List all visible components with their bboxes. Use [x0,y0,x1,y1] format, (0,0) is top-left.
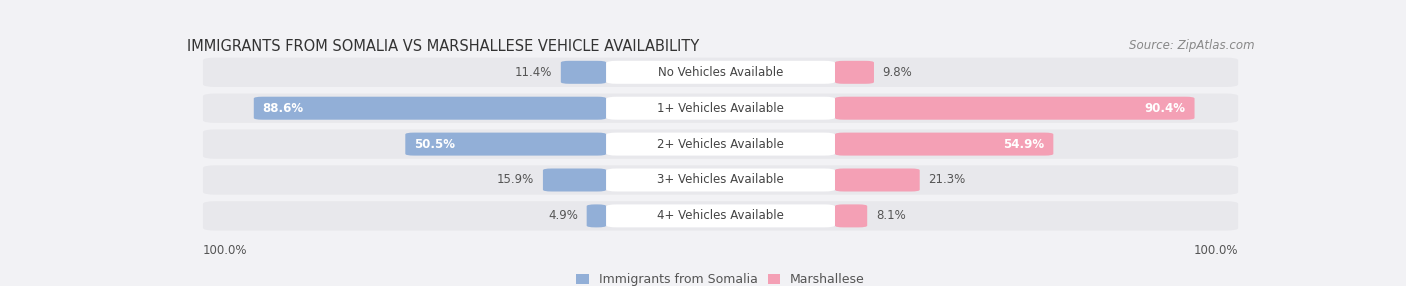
Text: Source: ZipAtlas.com: Source: ZipAtlas.com [1129,39,1254,52]
Text: 21.3%: 21.3% [928,174,966,186]
FancyBboxPatch shape [606,97,835,120]
FancyBboxPatch shape [202,94,1239,123]
Text: 50.5%: 50.5% [413,138,456,151]
FancyBboxPatch shape [202,201,1239,231]
Text: 100.0%: 100.0% [202,244,247,257]
FancyBboxPatch shape [835,133,1053,156]
FancyBboxPatch shape [253,97,606,120]
Text: 2+ Vehicles Available: 2+ Vehicles Available [657,138,785,151]
Legend: Immigrants from Somalia, Marshallese: Immigrants from Somalia, Marshallese [576,273,865,286]
FancyBboxPatch shape [561,61,606,84]
Text: 8.1%: 8.1% [876,209,905,223]
Text: 3+ Vehicles Available: 3+ Vehicles Available [657,174,785,186]
FancyBboxPatch shape [543,168,606,192]
Text: 15.9%: 15.9% [496,174,534,186]
Text: 88.6%: 88.6% [263,102,304,115]
Text: 11.4%: 11.4% [515,66,553,79]
FancyBboxPatch shape [606,168,835,192]
Text: 54.9%: 54.9% [1004,138,1045,151]
FancyBboxPatch shape [606,61,835,84]
Text: IMMIGRANTS FROM SOMALIA VS MARSHALLESE VEHICLE AVAILABILITY: IMMIGRANTS FROM SOMALIA VS MARSHALLESE V… [187,39,699,54]
FancyBboxPatch shape [202,57,1239,87]
FancyBboxPatch shape [586,204,606,227]
Text: 4.9%: 4.9% [548,209,578,223]
FancyBboxPatch shape [835,204,868,227]
FancyBboxPatch shape [405,133,606,156]
Text: 4+ Vehicles Available: 4+ Vehicles Available [657,209,785,223]
Text: 1+ Vehicles Available: 1+ Vehicles Available [657,102,785,115]
FancyBboxPatch shape [202,165,1239,195]
FancyBboxPatch shape [835,168,920,192]
FancyBboxPatch shape [835,61,875,84]
Text: 90.4%: 90.4% [1144,102,1185,115]
Text: 100.0%: 100.0% [1194,244,1239,257]
FancyBboxPatch shape [606,204,835,227]
Text: 9.8%: 9.8% [883,66,912,79]
Text: No Vehicles Available: No Vehicles Available [658,66,783,79]
FancyBboxPatch shape [835,97,1195,120]
FancyBboxPatch shape [202,129,1239,159]
FancyBboxPatch shape [606,133,835,156]
